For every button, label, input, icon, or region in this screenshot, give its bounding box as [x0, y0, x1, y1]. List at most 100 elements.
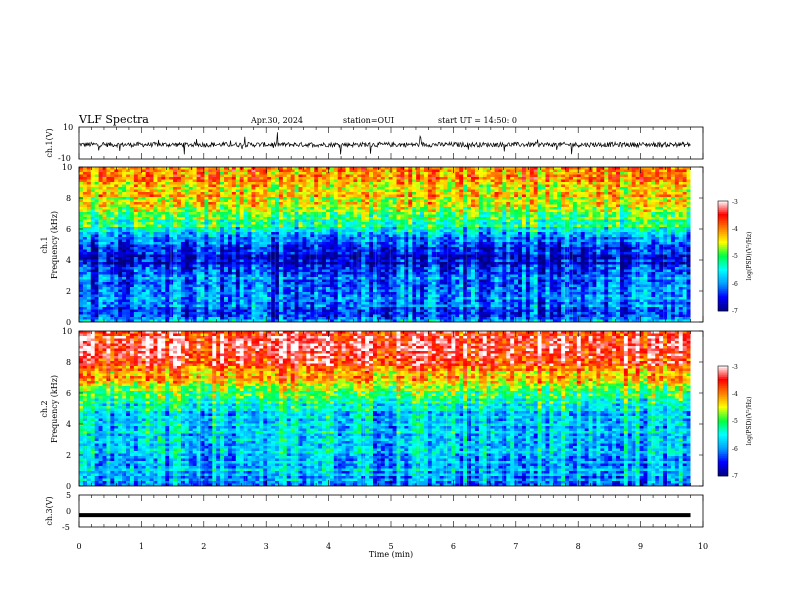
spectrogram-cell — [200, 197, 205, 200]
spectrogram-cell — [157, 234, 162, 238]
spectrogram-cell — [341, 179, 346, 183]
spectrogram-cell — [467, 182, 472, 185]
spectrogram-cell — [153, 187, 158, 190]
spectrogram-cell — [79, 204, 84, 208]
spectrogram-cell — [165, 239, 170, 243]
spectrogram-cell — [561, 177, 566, 180]
spectrogram-cell — [455, 189, 460, 193]
spectrogram-cell — [565, 199, 570, 203]
spectrogram-cell — [126, 182, 131, 185]
spectrogram-cell — [412, 242, 417, 245]
spectrogram-cell — [635, 204, 640, 208]
spectrogram-cell — [247, 212, 252, 215]
spectrogram-cell — [490, 172, 495, 175]
spectrogram-cell — [126, 187, 131, 190]
spectrogram-cell — [290, 222, 295, 225]
spectrogram-cell — [416, 227, 421, 230]
spectrogram-cell — [655, 219, 660, 223]
spectrogram-cell — [471, 219, 476, 223]
spectrogram-cell — [635, 192, 640, 195]
spectrogram-cell — [122, 199, 127, 203]
spectrogram-cell — [384, 209, 389, 213]
spectrogram-cell — [682, 167, 687, 170]
spectrogram-cell — [584, 169, 589, 173]
spectrogram-cell — [561, 222, 566, 225]
spectrogram-cell — [349, 234, 354, 238]
spectrogram-cell — [286, 177, 291, 180]
spectrogram-cell — [565, 227, 570, 230]
spectrogram-cell — [373, 209, 378, 213]
spectrogram-cell — [220, 212, 225, 215]
spectrogram-cell — [298, 179, 303, 183]
spectrogram-cell — [663, 179, 668, 183]
spectrogram-cell — [325, 174, 331, 178]
spectrogram-cell — [388, 177, 393, 180]
spectrogram-cell — [290, 199, 295, 203]
spectrogram-cell — [82, 169, 88, 173]
spectrogram-cell — [651, 182, 656, 185]
spectrogram-cell — [122, 167, 127, 170]
spectrogram-cell — [404, 184, 409, 188]
spectrogram-cell — [549, 177, 554, 180]
spectrogram-cell — [592, 209, 597, 213]
spectrogram-cell — [561, 219, 566, 223]
spectrogram-cell — [106, 169, 111, 173]
spectrogram-cell — [361, 222, 366, 225]
spectrogram-cell — [220, 209, 225, 213]
spectrogram-cell — [278, 212, 284, 215]
spectrogram-cell — [498, 217, 503, 220]
spectrogram-cell — [521, 172, 527, 175]
spectrogram-cell — [502, 177, 507, 180]
spectrogram-cell — [177, 219, 182, 223]
spectrogram-cell — [204, 214, 209, 218]
spectrogram-cell — [169, 199, 174, 203]
spectrogram-cell — [220, 177, 225, 180]
spectrogram-cell — [659, 242, 664, 245]
spectrogram-cell — [275, 224, 280, 228]
spectrogram-cell — [149, 222, 154, 225]
spectrogram-cell — [243, 212, 248, 215]
spectrogram-cell — [396, 187, 401, 190]
spectrogram-cell — [431, 219, 437, 223]
spectrogram-cell — [204, 239, 209, 243]
spectrogram-cell — [122, 227, 127, 230]
spectrogram-cell — [427, 179, 433, 183]
spectrogram-cell — [541, 204, 546, 208]
spectrogram-cell — [580, 212, 585, 215]
spectrogram-cell — [129, 212, 135, 215]
spectrogram-cell — [416, 177, 421, 180]
spectrogram-cell — [129, 227, 135, 230]
spectrogram-cell — [251, 219, 256, 223]
spectrogram-cell — [369, 179, 374, 183]
spectrogram-cell — [533, 214, 538, 218]
spectrogram-cell — [157, 174, 162, 178]
spectrogram-cell — [400, 222, 405, 225]
spectrogram-cell — [639, 227, 644, 230]
spectrogram-cell — [502, 232, 507, 235]
spectrogram-cell — [310, 172, 315, 175]
spectrogram-cell — [314, 184, 319, 188]
spectrogram-cell — [322, 227, 327, 230]
spectrogram-cell — [565, 182, 570, 185]
spectrogram-cell — [553, 214, 558, 218]
station-label: station=OUI — [343, 116, 394, 125]
spectrogram-cell — [600, 169, 605, 173]
spectrogram-cell — [314, 174, 319, 178]
spectrogram-cell — [580, 239, 585, 243]
spectrogram-cell — [545, 197, 550, 200]
spectrogram-cell — [600, 207, 605, 210]
spectrogram-cell — [619, 177, 625, 180]
spectrogram-cell — [204, 182, 209, 185]
spectrogram-cell — [392, 182, 397, 185]
spectrogram-cell — [459, 174, 464, 178]
spectrogram-cell — [200, 222, 205, 225]
spectrogram-cell — [682, 229, 687, 233]
spectrogram-cell — [506, 192, 511, 195]
spectrogram-cell — [463, 239, 468, 243]
spectrogram-cell — [259, 234, 264, 238]
spectrogram-cell — [619, 224, 625, 228]
spectrogram-cell — [290, 219, 295, 223]
spectrogram-cell — [396, 194, 401, 198]
spectrogram-cell — [549, 172, 554, 175]
spectrogram-cell — [318, 217, 323, 220]
